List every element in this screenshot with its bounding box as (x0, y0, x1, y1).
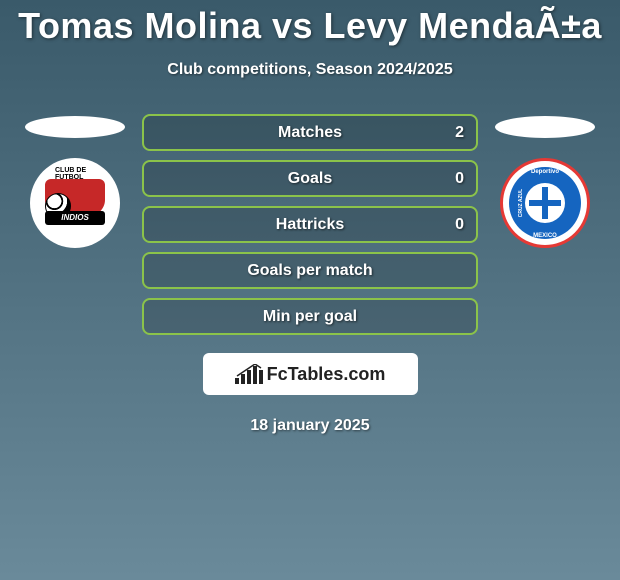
page-title: Tomas Molina vs Levy MendaÃ±a (0, 5, 620, 47)
date-label: 18 january 2025 (0, 417, 620, 435)
right-club-logo: Deportivo CRUZ AZUL MEXICO (500, 158, 590, 248)
stat-row-min-per-goal: Min per goal (142, 298, 478, 335)
left-column: CLUB DE FUTBOL INDIOS (20, 114, 130, 248)
main-area: CLUB DE FUTBOL INDIOS Matches 2 Goals 0 … (0, 114, 620, 335)
stat-row-goals-per-match: Goals per match (142, 252, 478, 289)
stat-row-goals: Goals 0 (142, 160, 478, 197)
cross-icon-h (529, 200, 561, 206)
right-club-text-top: Deportivo (531, 169, 559, 175)
right-club-text-side: CRUZ AZUL (518, 189, 524, 217)
subtitle: Club competitions, Season 2024/2025 (0, 61, 620, 79)
stat-row-hattricks: Hattricks 0 (142, 206, 478, 243)
stat-value: 2 (455, 124, 464, 142)
right-player-oval (495, 116, 595, 138)
stat-label: Hattricks (276, 216, 344, 234)
fctables-text: FcTables.com (267, 364, 386, 385)
left-club-logo: CLUB DE FUTBOL INDIOS (30, 158, 120, 248)
stat-label: Matches (278, 124, 342, 142)
stat-row-matches: Matches 2 (142, 114, 478, 151)
right-club-text-bottom: MEXICO (533, 233, 557, 239)
fctables-badge[interactable]: FcTables.com (203, 353, 418, 395)
bar-chart-icon (235, 364, 263, 384)
left-player-oval (25, 116, 125, 138)
right-column: Deportivo CRUZ AZUL MEXICO (490, 114, 600, 248)
stat-label: Goals (288, 170, 332, 188)
stat-label: Min per goal (263, 308, 357, 326)
stats-column: Matches 2 Goals 0 Hattricks 0 Goals per … (130, 114, 490, 335)
stat-value: 0 (455, 170, 464, 188)
stat-label: Goals per match (247, 262, 372, 280)
stat-value: 0 (455, 216, 464, 234)
left-club-name-band: INDIOS (45, 211, 105, 225)
